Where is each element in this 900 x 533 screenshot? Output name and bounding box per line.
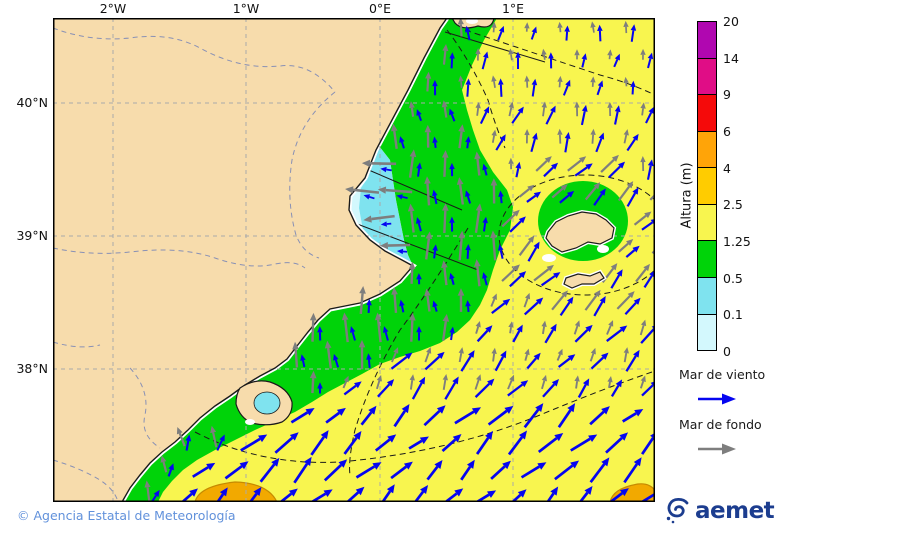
colorbar-segment (698, 314, 716, 351)
sea-very-rough-patch-southeast (609, 483, 655, 502)
x-tick-label: 1°E (501, 1, 525, 16)
swell-arrow-icon (698, 443, 736, 455)
colorbar-tick-label: 2.5 (723, 197, 743, 213)
colorbar-segment (698, 22, 716, 59)
y-tick-label: 39°N (16, 228, 48, 243)
wave-height-map (53, 18, 655, 502)
aemet-logo-text: aemet (695, 498, 775, 524)
colorbar-title: Altura (m) (679, 162, 695, 229)
aemet-logo: aemet (663, 495, 775, 527)
colorbar-tick-label: 6 (723, 124, 731, 139)
colorbar-tick-label: 20 (723, 14, 739, 29)
province-borders (53, 27, 336, 502)
coastline (121, 18, 448, 502)
map-frame (53, 18, 655, 502)
wind-swell-arrows-layer (144, 18, 655, 502)
colorbar-tick-label: 0.1 (723, 307, 743, 323)
colorbar-segment (698, 277, 716, 315)
colorbar-tick-label: 1.25 (723, 234, 751, 249)
colorbar-segment (698, 95, 716, 132)
surf-notch (245, 419, 255, 425)
aemet-swirl-icon (666, 497, 689, 524)
land-mass (53, 18, 447, 502)
copyright-text: © Agencia Estatal de Meteorología (17, 508, 236, 523)
formentera-island (561, 269, 607, 291)
wind-sea-arrow-icon (698, 393, 736, 405)
sea-moderate-band (122, 18, 513, 502)
colorbar-tick-label: 0.5 (723, 270, 743, 286)
wind-sea-legend-label: Mar de viento (679, 367, 766, 382)
x-tick-label: 1°W (232, 1, 260, 16)
y-tick-label: 40°N (16, 95, 48, 110)
x-tick-label: 0°E (368, 1, 392, 16)
colorbar-segment (698, 241, 716, 278)
colorbar-segment (698, 168, 716, 205)
colorbar-segment (698, 204, 716, 242)
y-tick-label: 38°N (16, 361, 48, 376)
colorbar-tick-label: 14 (723, 50, 739, 66)
colorbar-segment (698, 131, 716, 169)
colorbar-tick-label: 4 (723, 160, 731, 176)
colorbar-tick-label: 0 (723, 344, 731, 359)
sea-very-rough-patch-south (194, 481, 278, 502)
colorbar-tick-label: 9 (723, 87, 731, 103)
x-tick-label: 2°W (99, 1, 127, 16)
lagoon-water (253, 391, 281, 415)
ibiza-island (542, 209, 617, 262)
colorbar-segment (698, 58, 716, 96)
wave-height-colorbar (697, 21, 717, 351)
swell-legend-label: Mar de fondo (679, 417, 762, 432)
